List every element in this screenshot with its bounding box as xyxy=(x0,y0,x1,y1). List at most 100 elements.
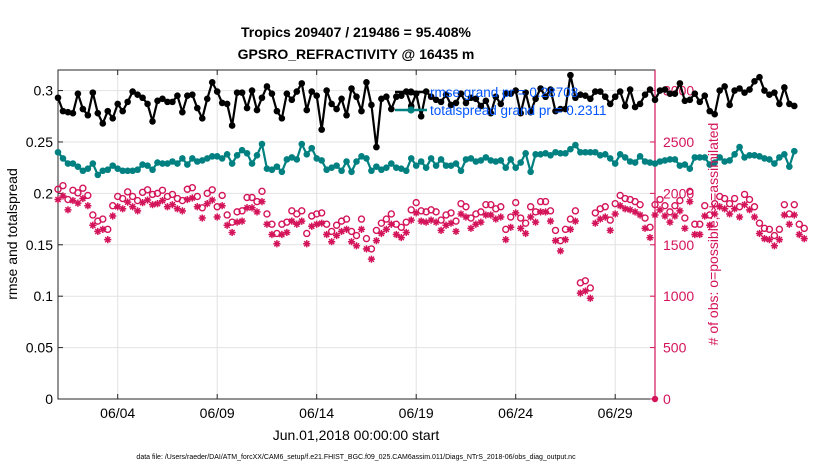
totalspread-point xyxy=(786,163,793,170)
obs-possible-point xyxy=(158,186,167,194)
obs-assimilated-point xyxy=(347,238,356,246)
rmse-point xyxy=(786,100,793,108)
totalspread-point xyxy=(791,147,798,155)
rmse-point xyxy=(268,90,276,97)
obs-assimilated-point xyxy=(402,228,410,237)
totalspread-point xyxy=(497,157,505,164)
totalspread-point xyxy=(383,164,390,171)
obs-assimilated-point xyxy=(527,213,535,221)
rmse-point xyxy=(542,93,549,101)
obs-possible-point xyxy=(342,215,351,223)
obs-assimilated-point xyxy=(666,218,674,226)
obs-possible-point xyxy=(750,203,759,211)
obs-assimilated-point xyxy=(387,220,395,228)
rmse-point xyxy=(427,93,435,101)
obs-assimilated-point xyxy=(656,206,664,214)
rmse-point xyxy=(592,88,599,95)
x-tick-label: 06/29 xyxy=(598,405,633,421)
y-left-tick-label: 0.15 xyxy=(26,237,53,253)
rmse-point xyxy=(691,90,699,97)
obs-assimilated-point xyxy=(442,221,450,229)
rmse-point xyxy=(397,92,405,99)
rmse-point xyxy=(208,79,216,86)
obs-assimilated-point xyxy=(760,235,769,243)
rmse-point xyxy=(507,90,515,97)
obs-possible-point xyxy=(372,226,381,235)
obs-possible-point xyxy=(118,194,127,203)
obs-assimilated-point xyxy=(790,211,798,219)
obs-assimilated-point xyxy=(258,198,266,206)
rmse-point xyxy=(462,99,470,107)
totalspread-point xyxy=(253,152,261,159)
rmse-point xyxy=(194,104,201,112)
obs-assimilated-point xyxy=(566,225,575,233)
obs-assimilated-point xyxy=(686,198,694,206)
totalspread-point xyxy=(308,144,316,152)
obs-possible-point xyxy=(651,200,659,209)
obs-possible-point xyxy=(740,190,749,199)
rmse-point xyxy=(502,90,510,97)
rmse-point xyxy=(646,86,654,93)
obs-assimilated-point xyxy=(507,223,515,231)
obs-assimilated-point xyxy=(238,217,246,225)
rmse-point xyxy=(776,100,783,108)
obs-possible-point xyxy=(536,197,545,206)
totalspread-point xyxy=(616,151,624,158)
obs-assimilated-point xyxy=(711,210,719,218)
rmse-point xyxy=(278,115,286,122)
obs-assimilated-point xyxy=(94,227,102,236)
legend-label-rmse: rmse grand pr = 0.28708 xyxy=(430,85,578,100)
rmse-point xyxy=(472,95,480,103)
obs-possible-point xyxy=(332,221,341,229)
obs-assimilated-point xyxy=(721,205,729,213)
obs-assimilated-point xyxy=(318,219,326,227)
totalspread-point xyxy=(243,149,251,157)
totalspread-point xyxy=(547,152,554,159)
y-right-tick-label: 500 xyxy=(663,340,687,356)
rmse-point xyxy=(64,108,72,116)
totalspread-point xyxy=(393,164,400,171)
rmse-point xyxy=(213,88,221,95)
rmse-point xyxy=(184,92,191,99)
totalspread-point xyxy=(134,166,141,174)
rmse-point xyxy=(59,107,67,115)
totalspread-point xyxy=(64,160,72,167)
y-left-tick-label: 0.05 xyxy=(26,340,53,356)
rmse-point xyxy=(756,73,763,81)
obs-assimilated-point xyxy=(158,196,167,205)
totalspread-point xyxy=(437,156,445,163)
rmse-point xyxy=(149,118,156,125)
totalspread-point xyxy=(154,159,161,166)
tick-layer: 06/04 06/09 06/14 06/19 06/24 06/29 0 0.05 0.1 0.… xyxy=(26,70,694,421)
obs-possible-point xyxy=(477,208,485,216)
totalspread-point xyxy=(587,148,594,156)
rmse-point xyxy=(338,95,345,103)
y-right-tick-label: 1500 xyxy=(663,237,694,253)
totalspread-point xyxy=(517,159,524,166)
obs-possible-point xyxy=(357,215,366,223)
rmse-point xyxy=(243,104,251,112)
rmse-point xyxy=(761,87,768,94)
obs-assimilated-point xyxy=(69,196,77,205)
totalspread-point xyxy=(149,166,156,174)
totalspread-point xyxy=(746,152,753,159)
obs-assimilated-point xyxy=(268,230,276,239)
obs-assimilated-point xyxy=(571,217,579,225)
obs-possible-point xyxy=(99,215,107,223)
obs-assimilated-point xyxy=(750,213,759,221)
totalspread-point xyxy=(691,154,699,161)
obs-assimilated-point xyxy=(163,203,172,211)
totalspread-point xyxy=(477,157,485,164)
obs-assimilated-point xyxy=(661,212,669,220)
obs-possible-point xyxy=(89,211,97,219)
obs-assimilated-point xyxy=(382,225,390,233)
totalspread-point xyxy=(69,160,77,167)
obs-assimilated-point xyxy=(109,212,117,220)
obs-possible-point xyxy=(123,188,132,196)
rmse-point xyxy=(671,90,679,97)
obs-assimilated-point xyxy=(228,228,236,237)
rmse-point xyxy=(552,107,559,115)
rmse-point xyxy=(223,100,231,108)
totalspread-point xyxy=(323,166,330,174)
totalspread-point xyxy=(333,162,340,169)
